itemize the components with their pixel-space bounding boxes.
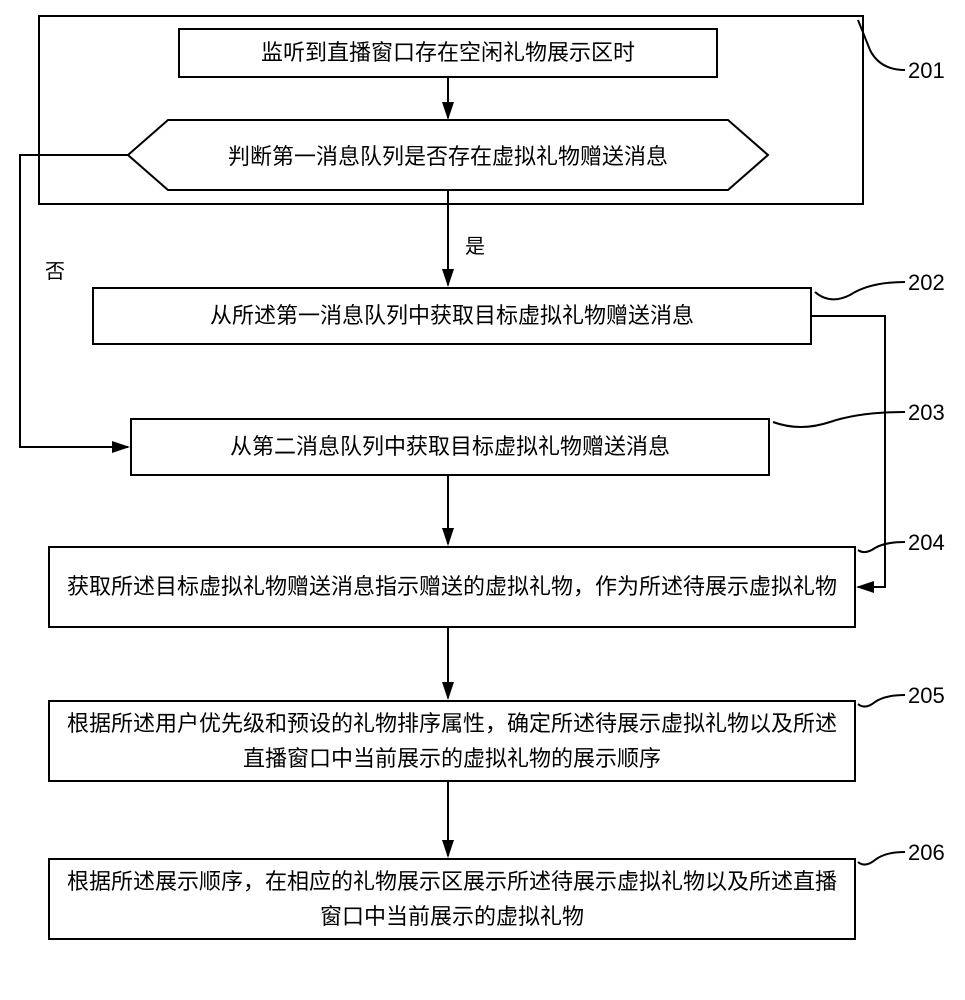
callout-205: 205 [908, 683, 945, 709]
step-204-node: 获取所述目标虚拟礼物赠送消息指示赠送的虚拟礼物，作为所述待展示虚拟礼物 [48, 546, 856, 628]
callout-202-text: 202 [908, 270, 945, 295]
edge-label-yes: 是 [465, 230, 485, 259]
callout-204-text: 204 [908, 530, 945, 555]
callout-203-text: 203 [908, 400, 945, 425]
edge-label-no: 否 [45, 255, 65, 284]
callout-201: 201 [908, 58, 945, 84]
step-202-node: 从所述第一消息队列中获取目标虚拟礼物赠送消息 [92, 287, 812, 345]
step-205-node: 根据所述用户优先级和预设的礼物排序属性，确定所述待展示虚拟礼物以及所述直播窗口中… [48, 700, 856, 782]
callout-206: 206 [908, 840, 945, 866]
step-201b-node: 判断第一消息队列是否存在虚拟礼物赠送消息 [128, 120, 768, 190]
edge-label-yes-text: 是 [465, 236, 485, 258]
callout-205-text: 205 [908, 683, 945, 708]
step-203-text: 从第二消息队列中获取目标虚拟礼物赠送消息 [230, 429, 670, 464]
edge-label-no-text: 否 [45, 261, 65, 283]
step-205-text: 根据所述用户优先级和预设的礼物排序属性，确定所述待展示虚拟礼物以及所述直播窗口中… [62, 706, 842, 776]
step-201a-node: 监听到直播窗口存在空闲礼物展示区时 [178, 28, 718, 78]
callout-203: 203 [908, 400, 945, 426]
step-206-node: 根据所述展示顺序，在相应的礼物展示区展示所述待展示虚拟礼物以及所述直播窗口中当前… [48, 858, 856, 940]
step-206-text: 根据所述展示顺序，在相应的礼物展示区展示所述待展示虚拟礼物以及所述直播窗口中当前… [62, 864, 842, 934]
callout-206-text: 206 [908, 840, 945, 865]
step-203-node: 从第二消息队列中获取目标虚拟礼物赠送消息 [130, 418, 770, 476]
step-201a-text: 监听到直播窗口存在空闲礼物展示区时 [261, 35, 635, 70]
callout-202: 202 [908, 270, 945, 296]
step-202-text: 从所述第一消息队列中获取目标虚拟礼物赠送消息 [210, 298, 694, 333]
step-204-text: 获取所述目标虚拟礼物赠送消息指示赠送的虚拟礼物，作为所述待展示虚拟礼物 [67, 569, 837, 604]
step-201b-text: 判断第一消息队列是否存在虚拟礼物赠送消息 [228, 139, 668, 171]
callout-204: 204 [908, 530, 945, 556]
callout-201-text: 201 [908, 58, 945, 83]
